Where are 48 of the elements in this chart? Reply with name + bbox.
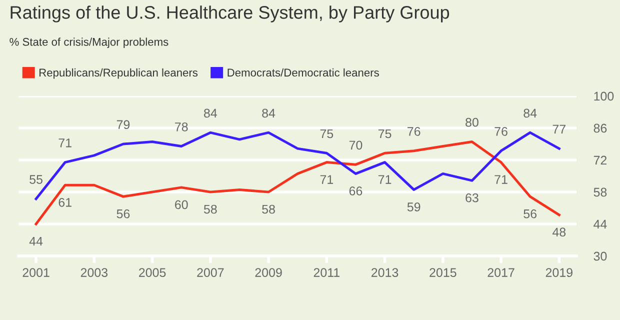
data-label: 58 bbox=[262, 204, 275, 214]
x-tick-label: 2009 bbox=[255, 268, 282, 277]
data-label: 66 bbox=[349, 186, 362, 196]
data-label: 48 bbox=[552, 228, 566, 237]
data-label: 79 bbox=[116, 120, 130, 130]
legend-label: Republicans/Republican leaners bbox=[40, 68, 198, 79]
x-tick-label: 2013 bbox=[372, 268, 398, 277]
data-label: 59 bbox=[407, 202, 420, 212]
data-label: 71 bbox=[494, 175, 508, 184]
legend-label: Democrats/Democratic leaners bbox=[228, 68, 379, 77]
x-tick-label: 2011 bbox=[314, 268, 340, 277]
data-label: 76 bbox=[408, 127, 420, 136]
chart-subtitle: % State of crisis/Major problems bbox=[10, 38, 168, 48]
data-label: 44 bbox=[29, 236, 43, 246]
y-tick-label: 100 bbox=[594, 92, 614, 101]
data-label: 76 bbox=[494, 127, 508, 136]
data-label: 84 bbox=[262, 108, 276, 118]
data-label: 71 bbox=[378, 175, 392, 184]
data-label: 56 bbox=[524, 209, 537, 218]
y-tick-label: 58 bbox=[594, 188, 607, 197]
data-label: 70 bbox=[349, 140, 362, 150]
y-tick-label: 72 bbox=[594, 156, 607, 165]
data-label: 75 bbox=[378, 129, 392, 138]
x-tick-label: 2015 bbox=[430, 268, 456, 277]
x-tick-label: 2005 bbox=[139, 268, 166, 277]
data-label: 78 bbox=[175, 122, 188, 132]
data-label: 71 bbox=[320, 175, 334, 184]
data-label: 55 bbox=[30, 175, 42, 184]
data-label: 58 bbox=[204, 204, 217, 214]
x-tick-label: 2007 bbox=[197, 268, 224, 277]
data-label: 80 bbox=[466, 118, 478, 127]
data-label: 60 bbox=[175, 200, 188, 210]
data-label: 77 bbox=[552, 124, 566, 134]
chart-title: Ratings of the U.S. Healthcare System, by Party Group bbox=[10, 6, 450, 22]
x-tick-label: 2001 bbox=[22, 268, 50, 277]
x-tick-label: 2003 bbox=[80, 268, 108, 277]
data-label: 56 bbox=[116, 209, 130, 218]
y-tick-label: 30 bbox=[594, 252, 607, 261]
data-label: 84 bbox=[204, 108, 217, 118]
x-tick-label: 2019 bbox=[546, 268, 572, 277]
data-label: 61 bbox=[58, 198, 72, 207]
y-tick-label: 44 bbox=[594, 220, 607, 229]
data-label: 84 bbox=[524, 108, 537, 118]
y-tick-label: 86 bbox=[594, 124, 607, 133]
data-label: 71 bbox=[58, 138, 72, 148]
data-label: 63 bbox=[466, 193, 478, 202]
x-tick-label: 2017 bbox=[488, 268, 514, 277]
data-label: 75 bbox=[320, 129, 334, 138]
